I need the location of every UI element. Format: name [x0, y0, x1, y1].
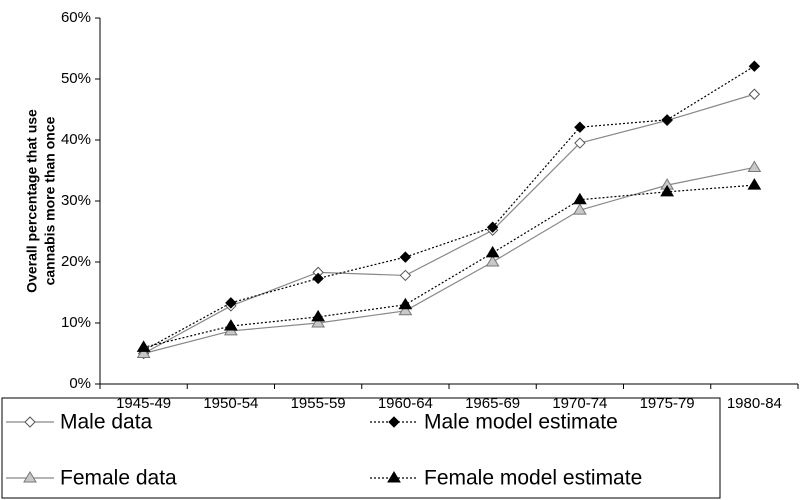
data-point — [747, 178, 762, 190]
y-tick-label: 30% — [61, 192, 91, 209]
data-point — [399, 269, 412, 282]
x-tick-label: 1950-54 — [203, 395, 258, 412]
data-point — [574, 137, 586, 149]
data-point — [572, 192, 587, 205]
y-tick-label: 60% — [61, 9, 91, 26]
x-tick-label: 1975-79 — [640, 395, 695, 412]
data-point — [485, 255, 500, 267]
legend-label: Male model estimate — [424, 411, 618, 434]
y-tick-label: 20% — [61, 253, 91, 270]
x-tick-label: 1945-49 — [116, 395, 171, 412]
data-point — [574, 121, 586, 133]
data-point — [660, 184, 675, 197]
data-point — [486, 221, 499, 233]
x-tick-label: 1960-64 — [378, 395, 433, 412]
legend-marker — [387, 471, 401, 483]
data-point — [748, 60, 761, 72]
data-point — [311, 309, 326, 322]
x-tick-label: 1980-84 — [727, 395, 782, 412]
legend-marker — [23, 471, 37, 483]
y-axis-label: cannabis more than once — [42, 116, 58, 285]
data-point — [136, 340, 151, 352]
y-tick-label: 50% — [61, 70, 91, 87]
data-point — [399, 251, 412, 263]
y-tick-label: 40% — [61, 131, 91, 148]
legend-label: Female model estimate — [424, 467, 642, 490]
x-tick-label: 1955-59 — [291, 395, 346, 412]
data-point — [661, 114, 673, 126]
legend-label: Female data — [60, 467, 177, 490]
y-tick-label: 0% — [69, 375, 91, 392]
data-point — [747, 160, 762, 172]
legend-marker — [24, 416, 36, 428]
data-point — [572, 203, 587, 215]
data-point — [223, 319, 238, 331]
data-point — [398, 297, 413, 310]
data-point — [312, 272, 324, 285]
data-point — [136, 346, 151, 358]
data-point — [398, 303, 413, 316]
x-tick-label: 1970-74 — [552, 395, 607, 412]
data-point — [485, 245, 500, 258]
x-tick-label: 1965-69 — [465, 395, 520, 412]
series-line — [143, 184, 755, 348]
data-point — [748, 88, 761, 100]
y-axis-label: Overall percentage that use — [24, 109, 40, 293]
legend-marker — [388, 416, 400, 428]
data-point — [311, 316, 326, 328]
legend-box — [1, 397, 721, 499]
series-line — [143, 166, 755, 355]
legend-label: Male data — [60, 411, 153, 434]
series-line — [143, 65, 755, 351]
data-point — [225, 297, 237, 309]
y-tick-label: 10% — [61, 314, 91, 331]
series-line — [143, 93, 755, 355]
